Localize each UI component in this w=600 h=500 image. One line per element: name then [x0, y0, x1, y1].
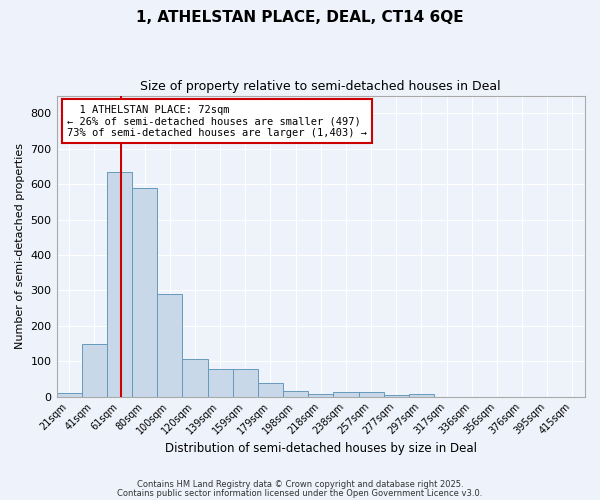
Bar	[157, 294, 182, 396]
Text: 1 ATHELSTAN PLACE: 72sqm
← 26% of semi-detached houses are smaller (497)
73% of : 1 ATHELSTAN PLACE: 72sqm ← 26% of semi-d…	[67, 104, 367, 138]
Text: Contains public sector information licensed under the Open Government Licence v3: Contains public sector information licen…	[118, 488, 482, 498]
Bar	[107, 172, 132, 396]
Text: 1, ATHELSTAN PLACE, DEAL, CT14 6QE: 1, ATHELSTAN PLACE, DEAL, CT14 6QE	[136, 10, 464, 25]
Bar	[258, 384, 283, 396]
Y-axis label: Number of semi-detached properties: Number of semi-detached properties	[15, 143, 25, 349]
Text: Contains HM Land Registry data © Crown copyright and database right 2025.: Contains HM Land Registry data © Crown c…	[137, 480, 463, 489]
Bar	[233, 369, 258, 396]
Bar	[409, 394, 434, 396]
Bar	[182, 360, 208, 397]
Bar	[132, 188, 157, 396]
Bar	[56, 393, 82, 396]
Bar	[82, 344, 107, 397]
Bar	[383, 395, 409, 396]
Bar	[308, 394, 334, 396]
Bar	[283, 392, 308, 396]
Bar	[334, 392, 359, 396]
Title: Size of property relative to semi-detached houses in Deal: Size of property relative to semi-detach…	[140, 80, 501, 93]
Bar	[208, 369, 233, 396]
Bar	[359, 392, 383, 396]
X-axis label: Distribution of semi-detached houses by size in Deal: Distribution of semi-detached houses by …	[165, 442, 477, 455]
